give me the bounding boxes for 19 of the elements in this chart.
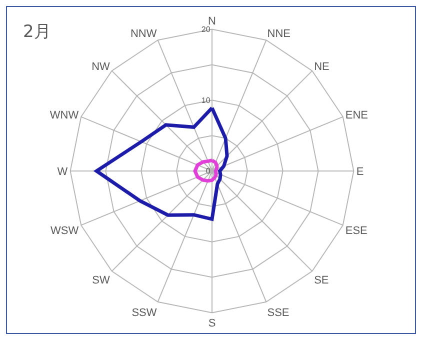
spoke-label: SSW [132, 307, 158, 320]
spoke-label: ENE [345, 109, 368, 122]
spoke-label: NW [92, 61, 111, 74]
chart-title: 2月 [23, 22, 51, 42]
spoke-label: WNW [50, 109, 80, 122]
spoke-label: SSE [267, 307, 290, 320]
spoke-label: NE [314, 61, 330, 74]
spoke-label: NNW [130, 28, 158, 40]
spoke-label: E [356, 166, 364, 178]
y-tick-label: 20 [201, 24, 211, 34]
spoke-label: ESE [345, 225, 368, 238]
spoke-label: NNE [267, 28, 290, 40]
spoke-label: W [57, 166, 68, 178]
spoke-label: N [208, 15, 216, 28]
spoke-label: SE [314, 274, 329, 287]
y-tick-label: 10 [201, 96, 211, 105]
spoke-label: S [208, 317, 216, 330]
spoke-label: SW [92, 274, 111, 287]
spoke-label: WSW [50, 225, 80, 238]
